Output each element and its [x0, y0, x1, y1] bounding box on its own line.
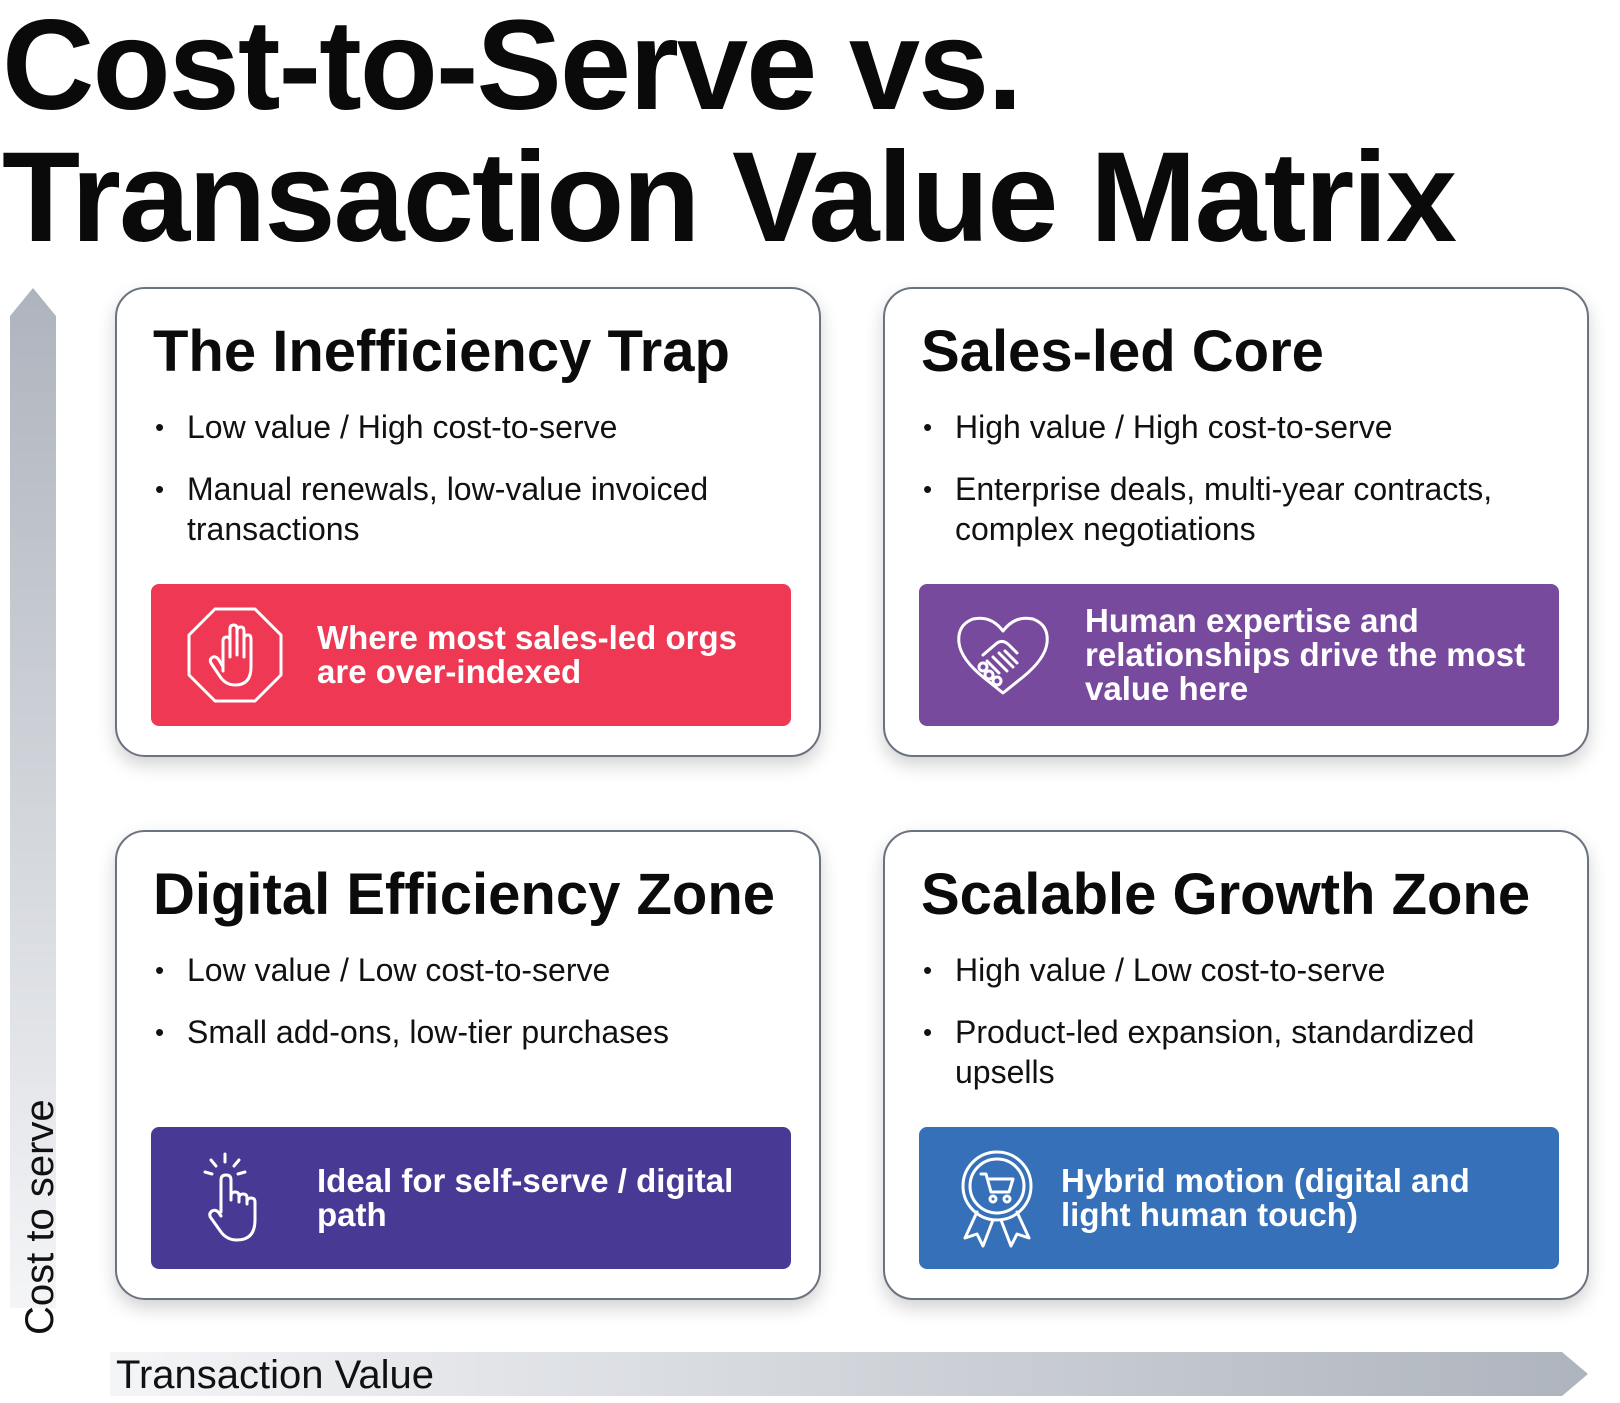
bullet-item: Product-led expansion, standardized upse…: [921, 1012, 1561, 1092]
callout-box: Human expertise and relationships drive …: [919, 584, 1559, 726]
bullet-item: High value / Low cost-to-serve: [921, 950, 1561, 990]
quadrant-bullets: High value / High cost-to-serve Enterpri…: [921, 407, 1561, 571]
quadrant-title: Scalable Growth Zone: [921, 862, 1531, 927]
callout-box: Hybrid motion (digital and light human t…: [919, 1127, 1559, 1269]
quadrant-bullets: Low value / High cost-to-serve Manual re…: [153, 407, 793, 571]
bullet-item: Low value / Low cost-to-serve: [153, 950, 793, 990]
callout-text: Ideal for self-serve / digital path: [317, 1162, 734, 1233]
cart-award-icon: [953, 1148, 1053, 1248]
quadrant-title: Digital Efficiency Zone: [153, 862, 775, 927]
bullet-item: Enterprise deals, multi-year contracts, …: [921, 469, 1561, 549]
bullet-item: Manual renewals, low-value invoiced tran…: [153, 469, 793, 549]
handshake-heart-icon: [953, 605, 1053, 705]
quadrant-scalable-growth-zone: Scalable Growth Zone High value / Low co…: [883, 830, 1589, 1300]
bullet-item: High value / High cost-to-serve: [921, 407, 1561, 447]
quadrant-bullets: Low value / Low cost-to-serve Small add-…: [153, 950, 793, 1074]
quadrant-digital-efficiency-zone: Digital Efficiency Zone Low value / Low …: [115, 830, 821, 1300]
title-line-1: Cost-to-Serve vs.: [2, 0, 1023, 137]
x-axis-arrow: [110, 1350, 1590, 1398]
callout-text: Where most sales-led orgs are over-index…: [317, 619, 737, 690]
y-axis-label: Cost to serve: [18, 1099, 62, 1335]
stop-hand-icon: [185, 605, 285, 705]
callout-text: Human expertise and relationships drive …: [1085, 602, 1526, 707]
title-line-2: Transaction Value Matrix: [2, 126, 1457, 269]
pointer-click-icon: [185, 1148, 285, 1248]
quadrant-sales-led-core: Sales-led Core High value / High cost-to…: [883, 287, 1589, 757]
bullet-item: Low value / High cost-to-serve: [153, 407, 793, 447]
callout-text: Hybrid motion (digital and light human t…: [1061, 1162, 1470, 1233]
quadrant-inefficiency-trap: The Inefficiency Trap Low value / High c…: [115, 287, 821, 757]
bullet-item: Small add-ons, low-tier purchases: [153, 1012, 793, 1052]
quadrant-title: The Inefficiency Trap: [153, 319, 730, 384]
quadrant-bullets: High value / Low cost-to-serve Product-l…: [921, 950, 1561, 1114]
x-axis-label: Transaction Value: [116, 1353, 434, 1397]
callout-box: Ideal for self-serve / digital path: [151, 1127, 791, 1269]
y-axis-arrow: [8, 288, 58, 1308]
page-title: Cost-to-Serve vs. Transaction Value Matr…: [2, 0, 1457, 269]
callout-box: Where most sales-led orgs are over-index…: [151, 584, 791, 726]
quadrant-title: Sales-led Core: [921, 319, 1324, 384]
